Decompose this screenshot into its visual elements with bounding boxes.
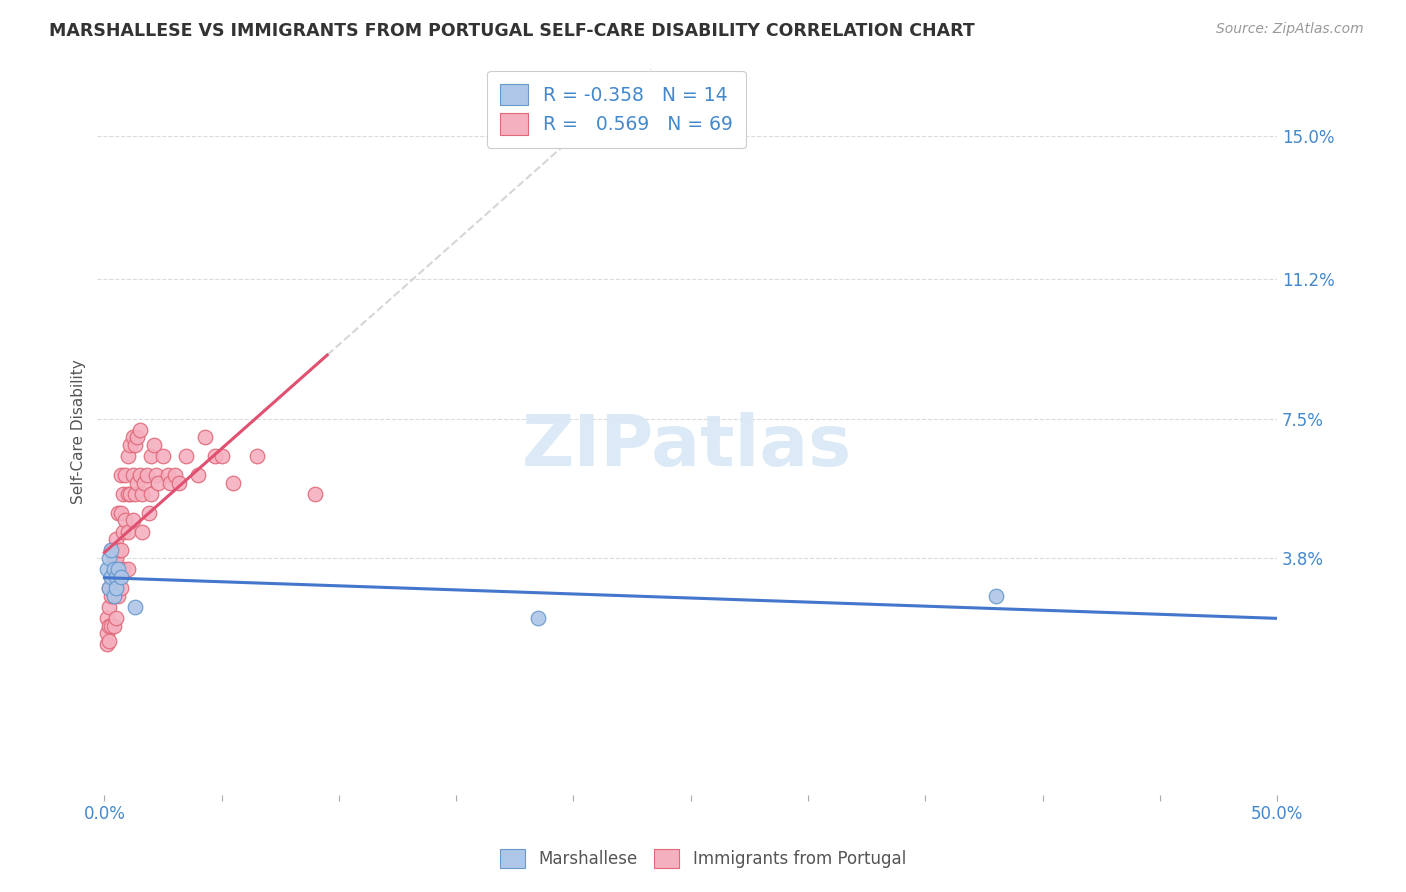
Point <box>163 468 186 483</box>
Point <box>105 532 128 546</box>
Point <box>103 589 125 603</box>
Point <box>187 468 209 483</box>
Point <box>112 487 135 501</box>
Point <box>110 581 132 595</box>
Point <box>114 513 136 527</box>
Point <box>152 450 174 464</box>
Point <box>145 468 167 483</box>
Point <box>98 618 121 632</box>
Point <box>98 550 121 565</box>
Point <box>100 570 122 584</box>
Point <box>103 570 125 584</box>
Text: Source: ZipAtlas.com: Source: ZipAtlas.com <box>1216 22 1364 37</box>
Point <box>148 475 170 490</box>
Point <box>105 581 128 595</box>
Point <box>103 589 125 603</box>
Point <box>120 487 142 501</box>
Point <box>141 450 163 464</box>
Point <box>103 550 125 565</box>
Point <box>141 487 163 501</box>
Point <box>98 581 121 595</box>
Point <box>127 475 149 490</box>
Point <box>117 450 139 464</box>
Point <box>127 430 149 444</box>
Point <box>112 524 135 539</box>
Y-axis label: Self-Care Disability: Self-Care Disability <box>72 359 86 504</box>
Point <box>128 468 150 483</box>
Point <box>304 487 326 501</box>
Point <box>169 475 191 490</box>
Point <box>107 506 129 520</box>
Point <box>110 468 132 483</box>
Point <box>222 475 245 490</box>
Point <box>105 581 128 595</box>
Point <box>107 562 129 576</box>
Point <box>194 430 217 444</box>
Point <box>121 430 143 444</box>
Point <box>98 581 121 595</box>
Point <box>105 611 128 625</box>
Point <box>114 468 136 483</box>
Point <box>176 450 198 464</box>
Point <box>110 543 132 558</box>
Point <box>159 475 181 490</box>
Point <box>211 450 233 464</box>
Point <box>246 450 269 464</box>
Point <box>138 506 160 520</box>
Point <box>100 618 122 632</box>
Point <box>121 513 143 527</box>
Point <box>107 589 129 603</box>
Point <box>103 562 125 576</box>
Point <box>98 599 121 614</box>
Point <box>105 550 128 565</box>
Point <box>131 487 153 501</box>
Text: ZIPatlas: ZIPatlas <box>522 412 852 481</box>
Point <box>984 589 1007 603</box>
Point <box>98 633 121 648</box>
Point <box>112 562 135 576</box>
Point <box>117 487 139 501</box>
Point <box>120 438 142 452</box>
Point <box>103 618 125 632</box>
Legend: Marshallese, Immigrants from Portugal: Marshallese, Immigrants from Portugal <box>494 843 912 875</box>
Point <box>124 599 146 614</box>
Point <box>100 543 122 558</box>
Point <box>135 468 157 483</box>
Point <box>124 438 146 452</box>
Point <box>117 524 139 539</box>
Point <box>204 450 226 464</box>
Point <box>96 611 118 625</box>
Point <box>131 524 153 539</box>
Legend: R = -0.358   N = 14, R =   0.569   N = 69: R = -0.358 N = 14, R = 0.569 N = 69 <box>486 70 747 148</box>
Text: MARSHALLESE VS IMMIGRANTS FROM PORTUGAL SELF-CARE DISABILITY CORRELATION CHART: MARSHALLESE VS IMMIGRANTS FROM PORTUGAL … <box>49 22 974 40</box>
Point <box>96 626 118 640</box>
Point <box>128 423 150 437</box>
Point <box>107 543 129 558</box>
Point <box>156 468 179 483</box>
Point <box>100 589 122 603</box>
Point <box>142 438 165 452</box>
Point <box>124 487 146 501</box>
Point <box>110 506 132 520</box>
Point <box>527 611 550 625</box>
Point <box>96 638 118 652</box>
Point <box>134 475 156 490</box>
Point <box>96 562 118 576</box>
Point <box>117 562 139 576</box>
Point <box>121 468 143 483</box>
Point <box>100 543 122 558</box>
Point <box>100 570 122 584</box>
Point <box>110 570 132 584</box>
Point <box>105 570 128 584</box>
